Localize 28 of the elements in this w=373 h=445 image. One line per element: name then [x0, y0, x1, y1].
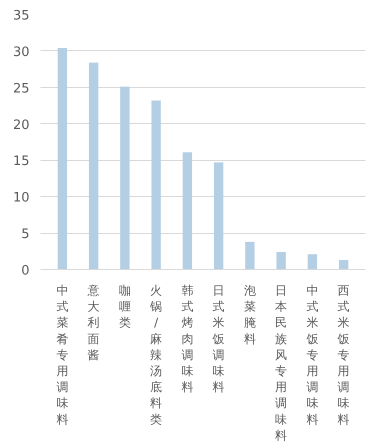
bar [120, 86, 130, 270]
bar [58, 48, 68, 270]
bar [276, 252, 286, 270]
x-tick-label: 意大利面酱 [86, 284, 100, 362]
y-tick-label: 5 [21, 227, 30, 242]
category-label: 火锅/麻辣汤底料类 [150, 284, 162, 426]
y-tick-label: 15 [12, 154, 30, 170]
bar [88, 62, 98, 270]
bar [214, 162, 224, 270]
y-tick-label: 25 [12, 81, 30, 96]
bar [308, 254, 318, 270]
category-label: 中式米饭专用调味料 [306, 284, 318, 426]
y-tick-label: 0 [21, 264, 30, 278]
x-tick-label: 韩式烤肉调味料 [181, 284, 194, 394]
category-label: 日本民族风专用调味料 [275, 284, 288, 442]
bar [245, 242, 255, 270]
y-tick-label: 10 [12, 190, 30, 206]
x-tick-label: 泡菜腌料 [244, 284, 256, 346]
bar [182, 152, 192, 270]
bar [151, 100, 161, 270]
category-label: 中式菜肴专用调味料 [56, 284, 68, 426]
x-tick-label: 日式米饭调味料 [212, 284, 225, 394]
y-tick-label: 20 [12, 118, 30, 133]
x-tick-label: 咖喱类 [118, 284, 131, 330]
y-tick-label: 30 [12, 44, 30, 60]
bar [338, 260, 348, 270]
category-label: 西式米饭专用调味料 [338, 284, 350, 426]
y-tick-label: 35 [12, 8, 30, 24]
